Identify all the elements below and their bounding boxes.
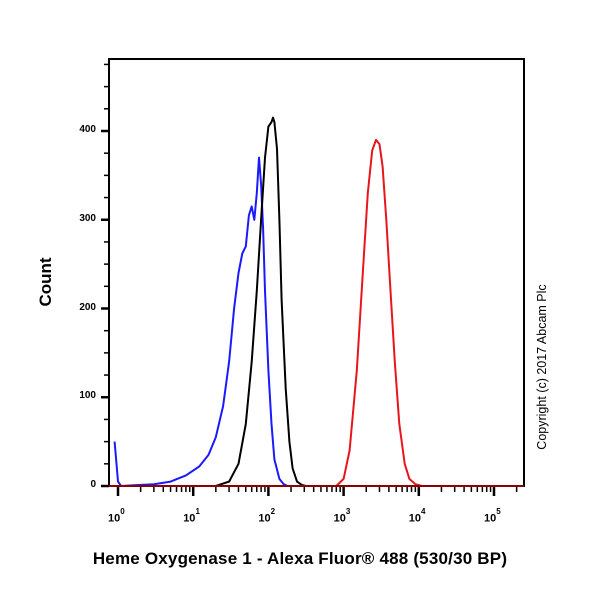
- x-tick-label: 104: [408, 507, 426, 525]
- y-tick-label: 200: [79, 301, 96, 313]
- x-tick-label: 101: [183, 507, 200, 525]
- plot-frame: [108, 58, 525, 487]
- data-series: [113, 116, 423, 487]
- copyright-notice: Copyright (c) 2017 Abcam Plc: [535, 284, 549, 450]
- y-tick-label: 400: [79, 124, 96, 135]
- y-axis-ticks: [101, 63, 109, 488]
- x-tick-label: 105: [484, 507, 501, 525]
- y-tick-label: 100: [79, 390, 96, 402]
- x-tick-label: 100: [108, 507, 125, 525]
- y-tick-label: 0: [90, 479, 96, 490]
- y-axis-label: Count: [36, 257, 55, 307]
- x-tick-label: 103: [333, 507, 351, 525]
- y-tick-label: 300: [79, 212, 96, 224]
- histogram-blue: [113, 156, 291, 487]
- histogram-red: [335, 138, 423, 487]
- histogram-black: [215, 116, 307, 487]
- x-tick-label: 102: [258, 507, 276, 525]
- x-axis-ticks: [116, 486, 518, 496]
- x-axis-label: Heme Oxygenase 1 - Alexa Fluor® 488 (530…: [92, 549, 508, 568]
